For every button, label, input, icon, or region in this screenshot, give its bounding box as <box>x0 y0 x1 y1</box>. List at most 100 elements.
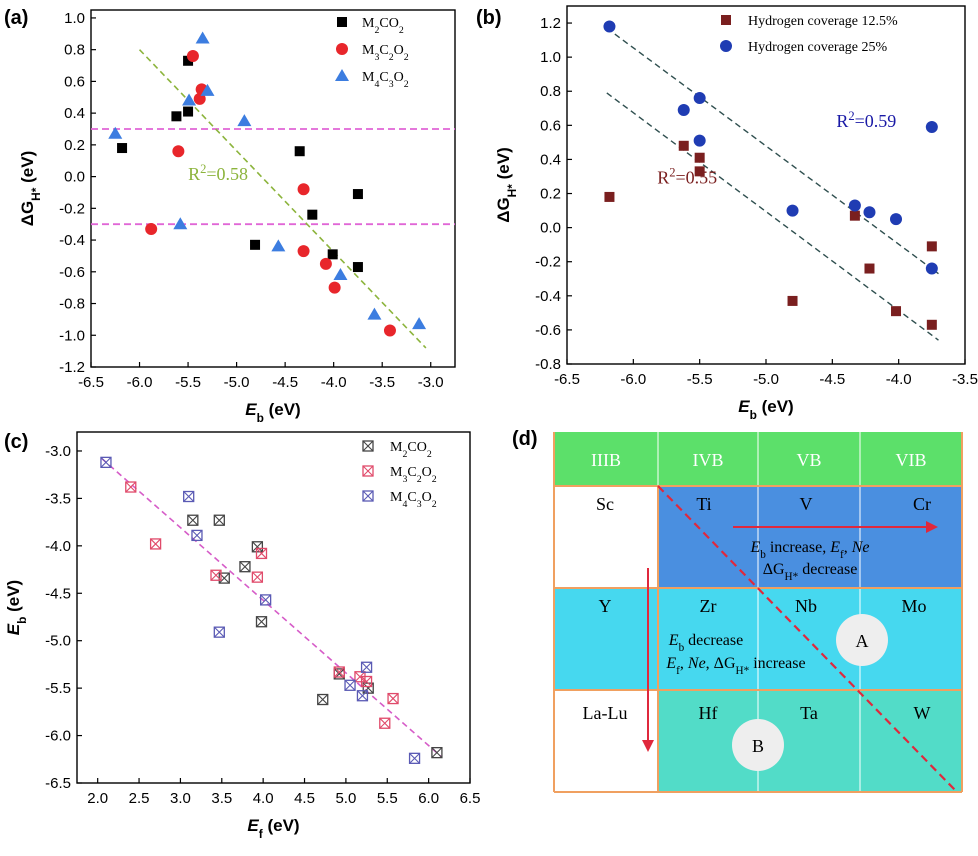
panel-b-ytick-label: 0.2 <box>540 186 561 203</box>
panel-a-point-s1 <box>297 245 310 258</box>
panel-a-ytick-label: 1.0 <box>64 10 85 27</box>
panel-d-trend-right-line1-part: f <box>840 549 844 561</box>
panel-a-xtick-label: -4.0 <box>321 374 347 391</box>
panel-c-point-s2-x2 <box>191 530 203 541</box>
panel-c-point-s0-x2 <box>239 561 251 573</box>
panel-c-ytick-label: -3.0 <box>45 443 71 460</box>
panel-c-legend-label-0-part: 2 <box>427 449 432 460</box>
panel-c-point-s1-x2 <box>150 538 161 550</box>
panel-c-xlabel: Ef (eV) <box>247 816 299 841</box>
panel-c-point-s0 <box>251 541 264 553</box>
panel-b-point-s0 <box>891 306 902 317</box>
panel-a-point-s0 <box>117 143 128 154</box>
panel-c-point-s1-x2 <box>256 548 267 559</box>
panel-d-trend-down-line2-part: ΔG <box>714 655 736 672</box>
panel-a-ytick-label: -0.6 <box>59 264 85 281</box>
panel-b-ytick-label: -0.8 <box>535 356 561 373</box>
panel-c-point-s1 <box>360 675 373 688</box>
panel-a-legend-label-2-part: 2 <box>404 79 409 90</box>
panel-b-legend-marker-0 <box>721 15 731 25</box>
panel-d-trend-down-line2-part: Ne <box>687 655 706 672</box>
panel-b-point-s0 <box>678 140 689 151</box>
panel-b-point-s0 <box>926 241 937 252</box>
panel-c-legend-label-2-part: 2 <box>432 499 437 510</box>
panel-c-point-s2 <box>100 456 112 469</box>
panel-a-point-s0 <box>327 249 338 260</box>
panel-b-ytick-label: -0.2 <box>535 254 561 271</box>
panel-c-point-s0-box <box>251 541 264 553</box>
panel-d: (d) IIIB IVB VB VIB Sc Ti V Cr Y Zr Nb Mo La-Lu Hf Ta W E… <box>512 428 963 793</box>
panel-c-point-s1-x2 <box>354 671 366 683</box>
panel-b-xtick-label: -3.5 <box>952 371 978 388</box>
panel-c-point-s2-x2 <box>361 661 372 673</box>
panel-a-point-s2 <box>367 307 382 320</box>
panel-a-ytick-label: 0.8 <box>64 42 85 59</box>
panel-c-point-s1 <box>379 717 391 729</box>
panel-b-xtick-label: -5.0 <box>753 371 779 388</box>
panel-a-ytick-label: 0.4 <box>64 105 85 122</box>
panel-c-point-s1 <box>149 538 162 550</box>
panel-b-point-s1 <box>677 103 690 116</box>
panel-c-point-s2-box <box>356 690 369 702</box>
panel-c-legend-label-0-part: M <box>390 440 403 455</box>
panel-c-xlabel-part: E <box>247 816 259 835</box>
panel-a-point-s0 <box>183 55 194 66</box>
panel-c-point-s0 <box>317 693 329 706</box>
panel-d-trend-right-line1: Eb increase, Ef, Ne <box>749 539 869 561</box>
panel-b: -6.5 -6.0 -5.5 -5.0 -4.5 -4.0 -3.5 -0.8 -0.6 -0.4… <box>476 5 978 422</box>
panel-a-ylabel-part: (eV) <box>18 151 37 188</box>
panel-c-point-s1-x2 <box>387 693 399 704</box>
panel-c-label: (c) <box>4 431 28 453</box>
panel-c-point-s0-box <box>255 616 268 628</box>
panel-c-legend-label-2-part: M <box>390 490 403 505</box>
panel-d-element-V: V <box>800 494 813 514</box>
panel-d-element-Y: Y <box>599 596 612 616</box>
panel-c-ytick-label: -4.5 <box>45 585 71 602</box>
panel-b-point-s1 <box>786 204 799 217</box>
panel-c-point-s1-x2 <box>361 676 372 687</box>
panel-c-point-s1-box <box>210 569 222 581</box>
panel-a-point-s0 <box>183 106 194 117</box>
panel-b-point-s0 <box>849 210 860 221</box>
panel-c-ytick-label: -5.0 <box>45 633 71 650</box>
panel-c-legend-label-1-part: M <box>390 465 403 480</box>
panel-b-point-s0 <box>604 191 615 202</box>
panel-b-ytick-label: 0.8 <box>540 83 561 100</box>
panel-a-point-s1 <box>172 145 185 158</box>
panel-c-legend-marker-2-x2 <box>362 490 374 502</box>
panel-a-ytick-label: 0.0 <box>64 169 85 186</box>
panel-b-point-s1 <box>693 92 706 105</box>
panel-d-arrow-right-head <box>926 521 938 533</box>
panel-a-xlabel-part: b <box>257 411 264 425</box>
panel-b-legend-label-1: Hydrogen coverage 25% <box>748 40 888 55</box>
panel-c-point-s1-x2 <box>379 717 391 729</box>
panel-c-legend-label-0-part: 2 <box>402 449 407 460</box>
panel-c-legend-label-2-part: C <box>407 490 416 505</box>
panel-c-legend-label-0: M2CO2 <box>390 440 432 460</box>
panel-b-fit-line <box>606 92 939 341</box>
panel-a-point-s0 <box>307 209 318 220</box>
panel-a-legend-marker-1 <box>336 43 348 55</box>
panel-d-trend-down-line1-part: decrease <box>684 632 743 649</box>
panel-c-point-s1 <box>255 547 268 560</box>
panel-c-point-s1-box <box>333 666 345 678</box>
panel-b-ylabel-part: H* <box>505 184 519 198</box>
panel-d-trend-right-line1-part: increase, <box>766 539 830 556</box>
panel-c-point-s2-x2 <box>260 594 272 606</box>
panel-b-point-s0 <box>926 319 937 330</box>
panel-c-legend-label-1-part: 3 <box>402 474 407 485</box>
panel-a-legend-label-1-part: C <box>379 43 388 58</box>
panel-b-ytick-label: 0.4 <box>540 151 561 168</box>
panel-c-point-s0-x2 <box>187 514 199 526</box>
panel-d-trend-right-line2-part: ΔG <box>763 561 785 578</box>
panel-b-r2-annotation-1-part: R <box>657 167 669 187</box>
panel-c-xtick-label: 4.0 <box>253 790 274 807</box>
panel-c-point-s0-box <box>187 514 199 526</box>
panel-c-point-s0-box <box>317 693 329 706</box>
panel-c-ytick-label: -5.5 <box>45 680 71 697</box>
panel-a-legend-label-2: M4C3O2 <box>362 70 409 90</box>
panel-b-xtick-label: -5.5 <box>687 371 713 388</box>
panel-b-fit-line <box>606 27 939 275</box>
panel-c-ylabel: Eb (eV) <box>4 580 29 635</box>
